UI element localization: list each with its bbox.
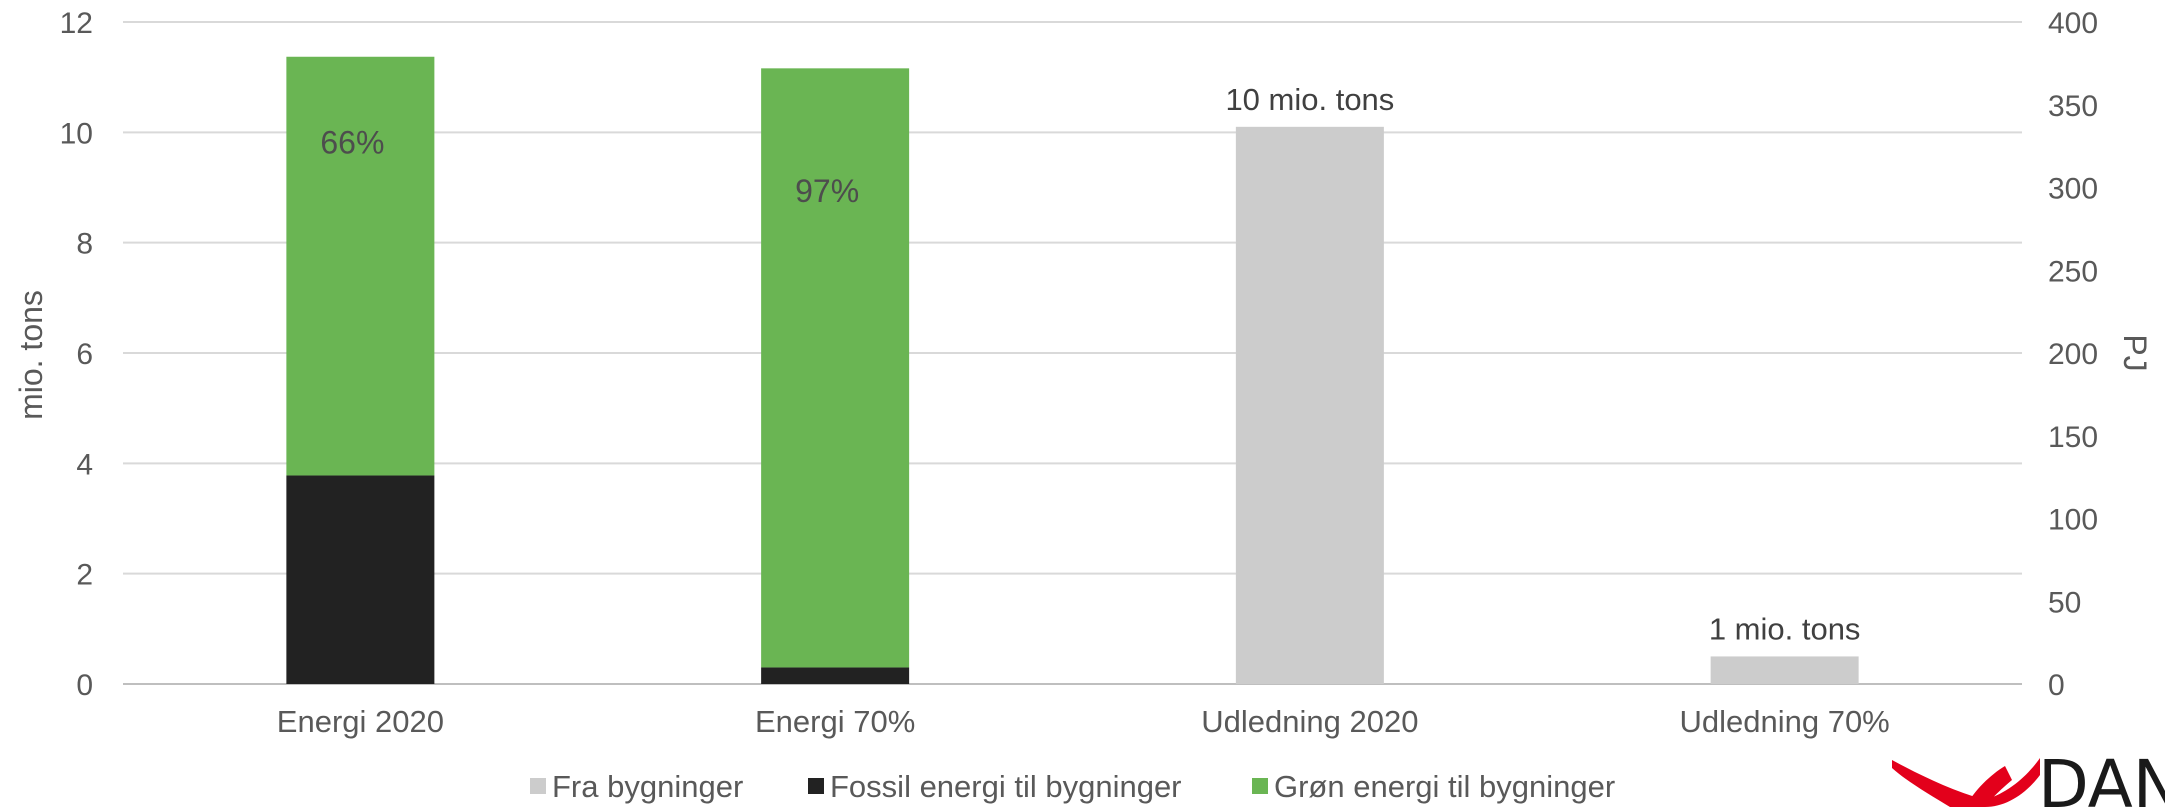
- right-tick-label: 250: [2048, 255, 2098, 288]
- left-tick-label: 12: [60, 7, 93, 40]
- bar-segment: [1235, 126, 1384, 685]
- left-tick-label: 0: [76, 669, 93, 702]
- bars: [286, 56, 1859, 685]
- bar-segment: [761, 667, 910, 684]
- bar-segment: [286, 475, 435, 684]
- right-tick-label: 200: [2048, 338, 2098, 371]
- share-label: 97%: [795, 173, 859, 209]
- right-tick-label: 0: [2048, 669, 2065, 702]
- logo: DANS: [1892, 746, 2165, 807]
- right-axis-title: PJ: [2117, 334, 2153, 371]
- logo-text: DANS: [2038, 746, 2165, 807]
- share-label: 66%: [320, 125, 384, 161]
- left-axis-title: mio. tons: [13, 290, 49, 420]
- category-label: Energi 2020: [277, 704, 444, 739]
- left-tick-label: 10: [60, 117, 93, 150]
- legend-label: Grøn energi til bygninger: [1274, 769, 1615, 804]
- left-tick-label: 6: [76, 338, 93, 371]
- legend: Fra bygninger Fossil energi til bygninger…: [530, 769, 1615, 804]
- bar-segment: [286, 56, 435, 476]
- gridlines: [123, 21, 2022, 685]
- left-axis-ticks: 0 2 4 6 8 10 12: [60, 7, 93, 702]
- bar-segment: [761, 68, 910, 668]
- legend-swatch: [530, 778, 546, 794]
- left-tick-label: 2: [76, 559, 93, 592]
- legend-label: Fossil energi til bygninger: [830, 769, 1182, 804]
- right-tick-label: 300: [2048, 173, 2098, 206]
- right-axis-ticks: 0 50 100 150 200 250 300 350 400: [2048, 7, 2098, 702]
- category-label: Udledning 2020: [1201, 704, 1418, 739]
- category-labels: Energi 2020 Energi 70% Udledning 2020 Udled…: [277, 704, 1890, 739]
- left-tick-label: 4: [76, 448, 93, 481]
- right-tick-label: 150: [2048, 421, 2098, 454]
- data-labels: 66% 97% 10 mio. tons 1 mio. tons: [320, 82, 1860, 647]
- left-tick-label: 8: [76, 228, 93, 261]
- logo-mark-icon: [1892, 758, 2040, 807]
- legend-swatch: [1252, 778, 1268, 794]
- data-label: 1 mio. tons: [1709, 611, 1861, 646]
- category-label: Energi 70%: [755, 704, 915, 739]
- right-tick-label: 350: [2048, 90, 2098, 123]
- legend-swatch: [808, 778, 824, 794]
- category-label: Udledning 70%: [1679, 704, 1889, 739]
- right-tick-label: 100: [2048, 504, 2098, 537]
- right-tick-label: 400: [2048, 7, 2098, 40]
- bar-segment: [1710, 656, 1859, 684]
- data-label: 10 mio. tons: [1225, 82, 1394, 117]
- legend-label: Fra bygninger: [552, 769, 743, 804]
- right-tick-label: 50: [2048, 586, 2081, 619]
